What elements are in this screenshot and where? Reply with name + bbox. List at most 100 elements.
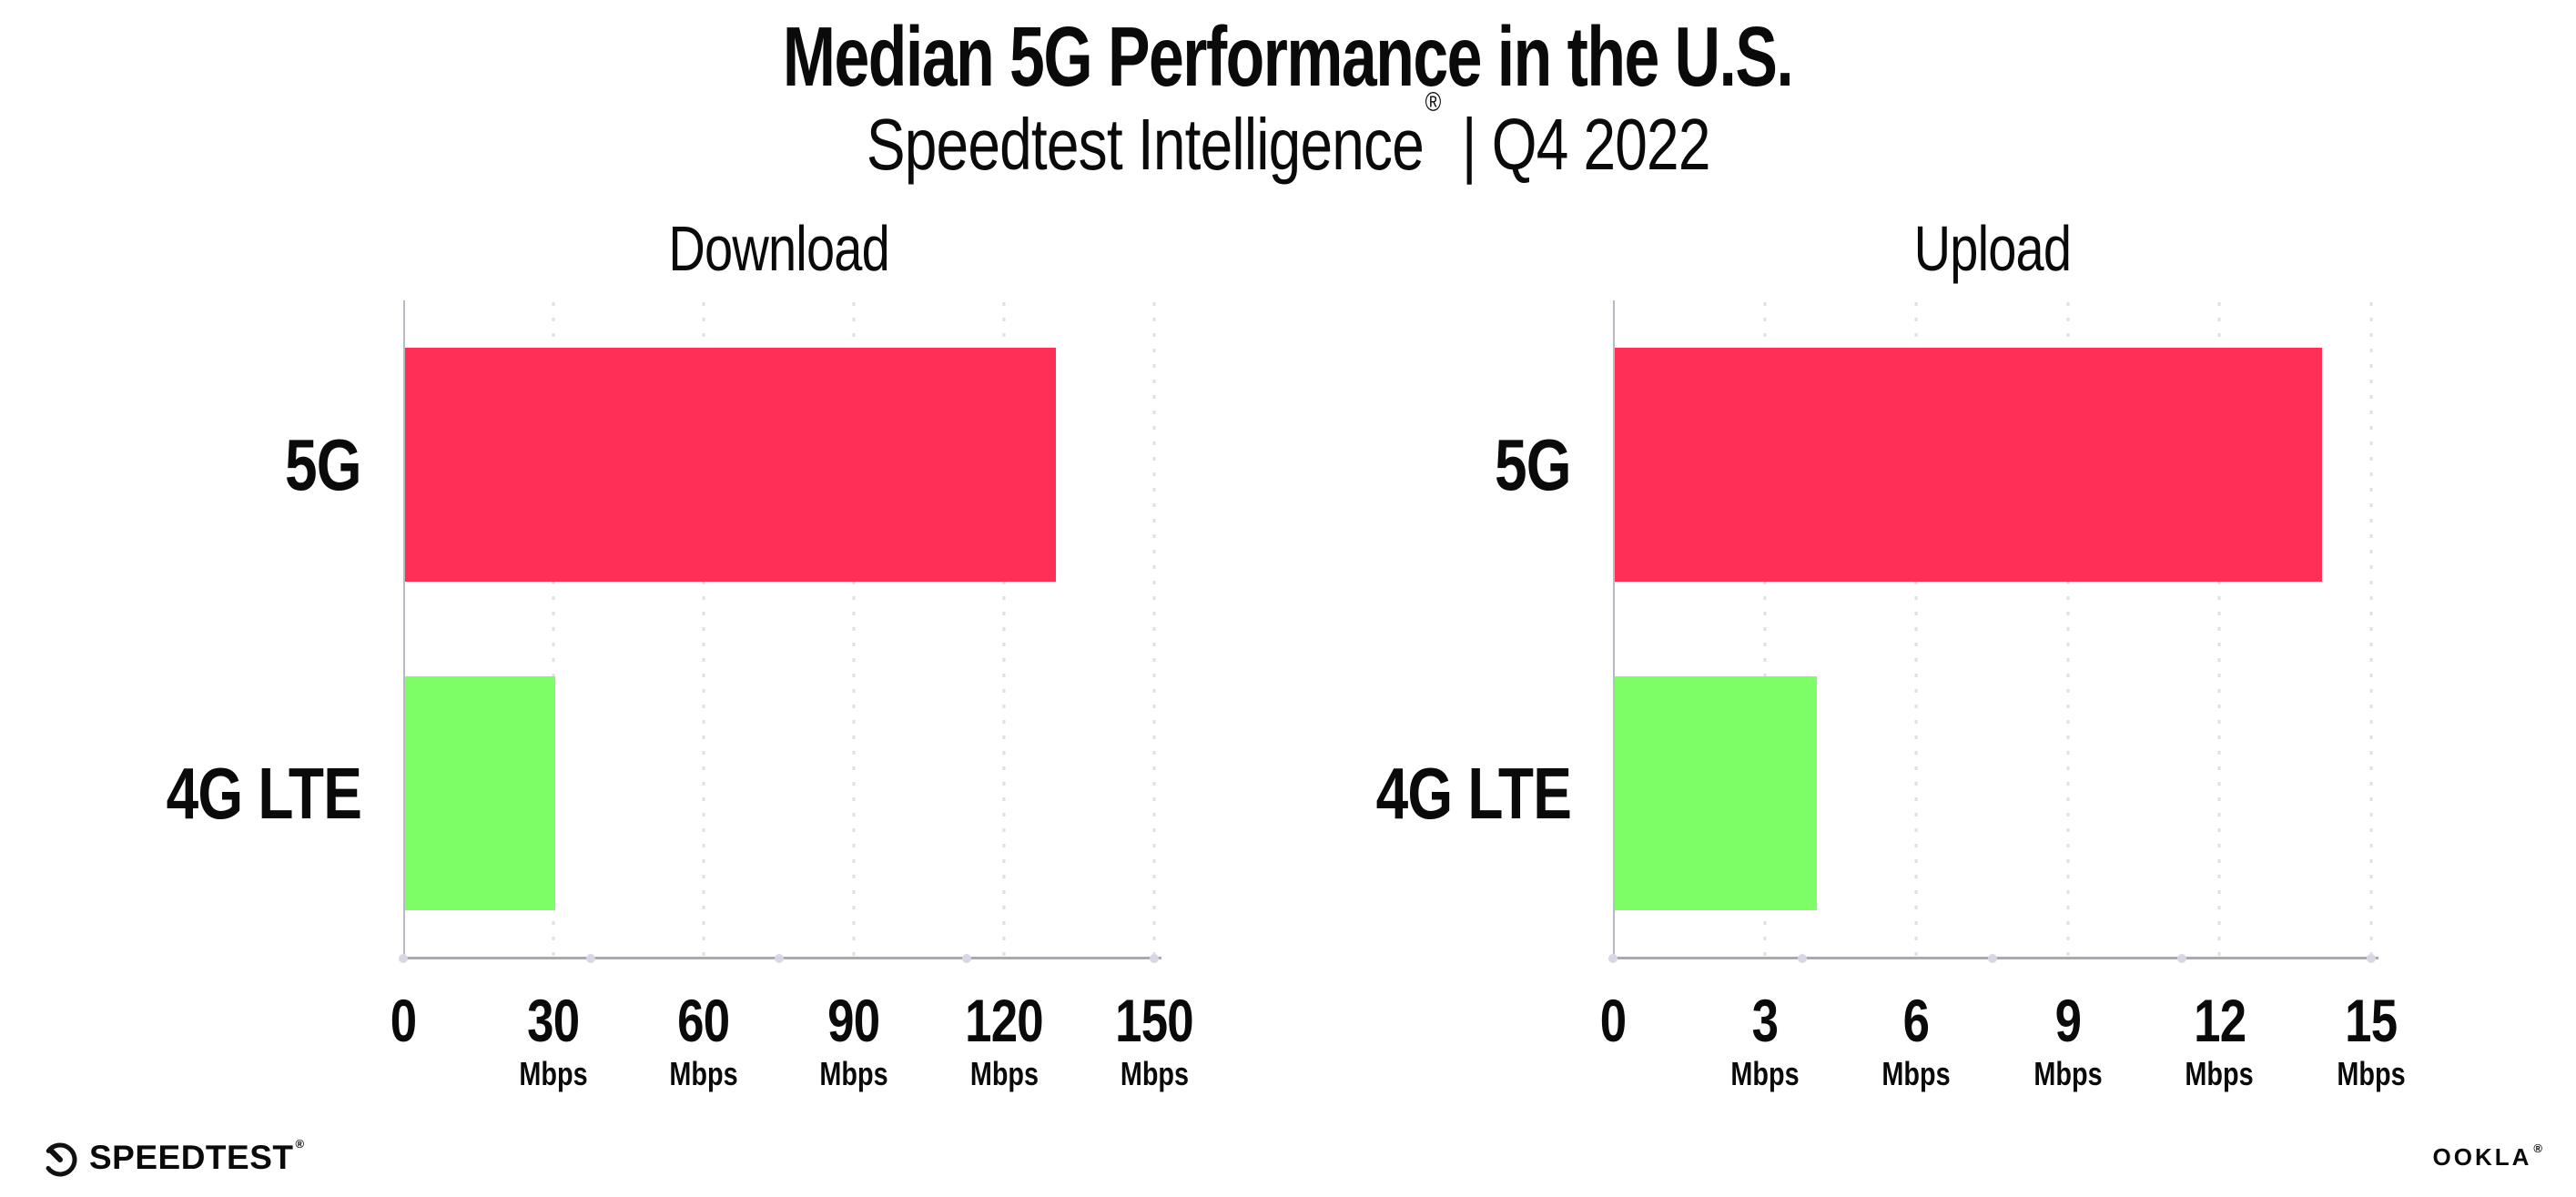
- y-axis-line: [1613, 300, 1615, 958]
- x-tick-unit: Mbps: [955, 1058, 1052, 1090]
- category-label-text: 5G: [1495, 423, 1572, 505]
- x-tick-150: 150 Mbps: [1105, 958, 1202, 1090]
- axis-dot: [1987, 954, 1997, 963]
- speedtest-wordmark: SPEEDTEST ®: [89, 1137, 305, 1176]
- x-tick-unit: Mbps: [1105, 1058, 1202, 1090]
- x-tick-unit-text: Mbps: [2337, 1055, 2406, 1092]
- ookla-wordmark: OOKLA: [2432, 1143, 2532, 1171]
- x-tick-60: 60 Mbps: [661, 958, 746, 1090]
- x-tick-label: 15: [2328, 990, 2414, 1050]
- gridline-12: [2217, 302, 2221, 958]
- x-tick-value: 12: [2193, 987, 2246, 1054]
- subtitle-brand: Speedtest Intelligence: [866, 104, 1425, 185]
- x-tick-value: 0: [390, 987, 417, 1054]
- bar-5g: [405, 348, 1056, 582]
- bar-5g: [1615, 348, 2323, 582]
- x-tick-unit-text: Mbps: [669, 1055, 738, 1092]
- gridline-150: [1152, 302, 1156, 958]
- axis-dot: [2176, 954, 2186, 963]
- x-tick-90: 90 Mbps: [811, 958, 897, 1090]
- page-title: Median 5G Performance in the U.S.: [0, 15, 2576, 99]
- gridline-3: [1763, 302, 1767, 958]
- x-tick-unit: Mbps: [2025, 1058, 2111, 1090]
- x-tick-label: 60: [661, 990, 746, 1050]
- x-tick-value: 6: [1902, 987, 1930, 1054]
- x-tick-label: 6: [1873, 990, 1959, 1050]
- x-tick-unit: Mbps: [811, 1058, 897, 1090]
- category-label-text: 5G: [285, 423, 362, 505]
- x-tick-9: 9 Mbps: [2025, 958, 2111, 1090]
- category-label-text: 4G LTE: [166, 752, 362, 834]
- upload-chart-panel: Upload 0 3 Mbps 6 Mbps 9 Mbps 12 Mbps 15 Mbps 5G 4G …: [1376, 0, 2406, 1129]
- bar-4g-lte: [1615, 676, 1818, 910]
- gridline-60: [702, 302, 705, 958]
- x-tick-unit-text: Mbps: [1120, 1055, 1189, 1092]
- x-tick-value: 3: [1751, 987, 1778, 1054]
- axis-dot: [1798, 954, 1808, 963]
- axis-dot: [961, 954, 971, 963]
- category-label-5g: 5G: [0, 423, 362, 505]
- axis-dot: [586, 954, 596, 963]
- x-tick-unit: Mbps: [2328, 1058, 2414, 1090]
- axis-dot: [399, 954, 408, 963]
- x-tick-unit-text: Mbps: [1729, 1055, 1800, 1092]
- x-tick-value: 30: [527, 987, 580, 1054]
- x-tick-unit: Mbps: [1873, 1058, 1959, 1090]
- x-tick-value: 90: [827, 987, 880, 1054]
- x-tick-3: 3 Mbps: [1722, 958, 1808, 1090]
- x-tick-value: 60: [677, 987, 730, 1054]
- x-tick-unit: Mbps: [511, 1058, 596, 1090]
- x-tick-value: 15: [2345, 987, 2398, 1054]
- registered-trademark-icon: ®: [295, 1137, 305, 1151]
- x-tick-value: 150: [1115, 987, 1194, 1054]
- category-label-4g-lte: 4G LTE: [0, 752, 362, 834]
- x-tick-label: 3: [1722, 990, 1808, 1050]
- gridline-6: [1914, 302, 1918, 958]
- gridline-30: [552, 302, 555, 958]
- speedtest-logo: SPEEDTEST ®: [40, 1137, 305, 1178]
- axis-dot: [2367, 954, 2376, 963]
- subtitle-period: | Q4 2022: [1445, 104, 1711, 185]
- x-tick-unit-text: Mbps: [2033, 1055, 2103, 1092]
- download-plot-area: 0 30 Mbps 60 Mbps 90 Mbps 120 Mbps 150 Mbps 5G 4G LT…: [167, 300, 1194, 1090]
- upload-plot-area: 0 3 Mbps 6 Mbps 9 Mbps 12 Mbps 15 Mbps 5G 4G LTE: [1376, 300, 2406, 1090]
- x-tick-0: 0: [387, 958, 420, 1050]
- registered-trademark-icon: ®: [2533, 1141, 2545, 1155]
- x-tick-label: 90: [811, 990, 897, 1050]
- x-tick-unit-text: Mbps: [819, 1055, 888, 1092]
- x-tick-label: 150: [1105, 990, 1202, 1050]
- x-tick-value: 120: [965, 987, 1044, 1054]
- x-tick-0: 0: [1597, 958, 1629, 1050]
- axis-dot: [1608, 954, 1618, 963]
- x-tick-unit: Mbps: [661, 1058, 746, 1090]
- header: Median 5G Performance in the U.S. Speedt…: [0, 15, 2576, 181]
- x-tick-30: 30 Mbps: [511, 958, 596, 1090]
- x-tick-label: 9: [2025, 990, 2111, 1050]
- axis-dot: [1150, 954, 1159, 963]
- x-tick-label: 0: [387, 990, 420, 1050]
- x-tick-value: 0: [1599, 987, 1627, 1054]
- x-tick-unit: Mbps: [2176, 1058, 2262, 1090]
- subtitle: Speedtest Intelligence® | Q4 2022: [0, 89, 2576, 181]
- category-label-text: 4G LTE: [1375, 752, 1572, 834]
- axis-dot: [774, 954, 784, 963]
- download-chart-title: Download: [668, 213, 889, 284]
- x-tick-6: 6 Mbps: [1873, 958, 1959, 1090]
- x-tick-15: 15 Mbps: [2328, 958, 2414, 1090]
- x-tick-unit-text: Mbps: [969, 1055, 1039, 1092]
- registered-trademark-icon: ®: [1425, 87, 1441, 118]
- category-label-5g: 5G: [1207, 423, 1572, 505]
- y-axis-line: [403, 300, 405, 958]
- x-tick-unit-text: Mbps: [519, 1055, 588, 1092]
- x-tick-12: 12 Mbps: [2176, 958, 2262, 1090]
- x-tick-120: 120 Mbps: [955, 958, 1052, 1090]
- speedtest-gauge-icon: [40, 1138, 80, 1178]
- x-tick-label: 120: [955, 990, 1052, 1050]
- gridline-15: [2369, 302, 2373, 958]
- page-title-text: Median 5G Performance in the U.S.: [783, 9, 1794, 104]
- x-tick-unit-text: Mbps: [2185, 1055, 2254, 1092]
- gridline-120: [1002, 302, 1006, 958]
- x-tick-value: 9: [2054, 987, 2082, 1054]
- x-tick-unit-text: Mbps: [1881, 1055, 1951, 1092]
